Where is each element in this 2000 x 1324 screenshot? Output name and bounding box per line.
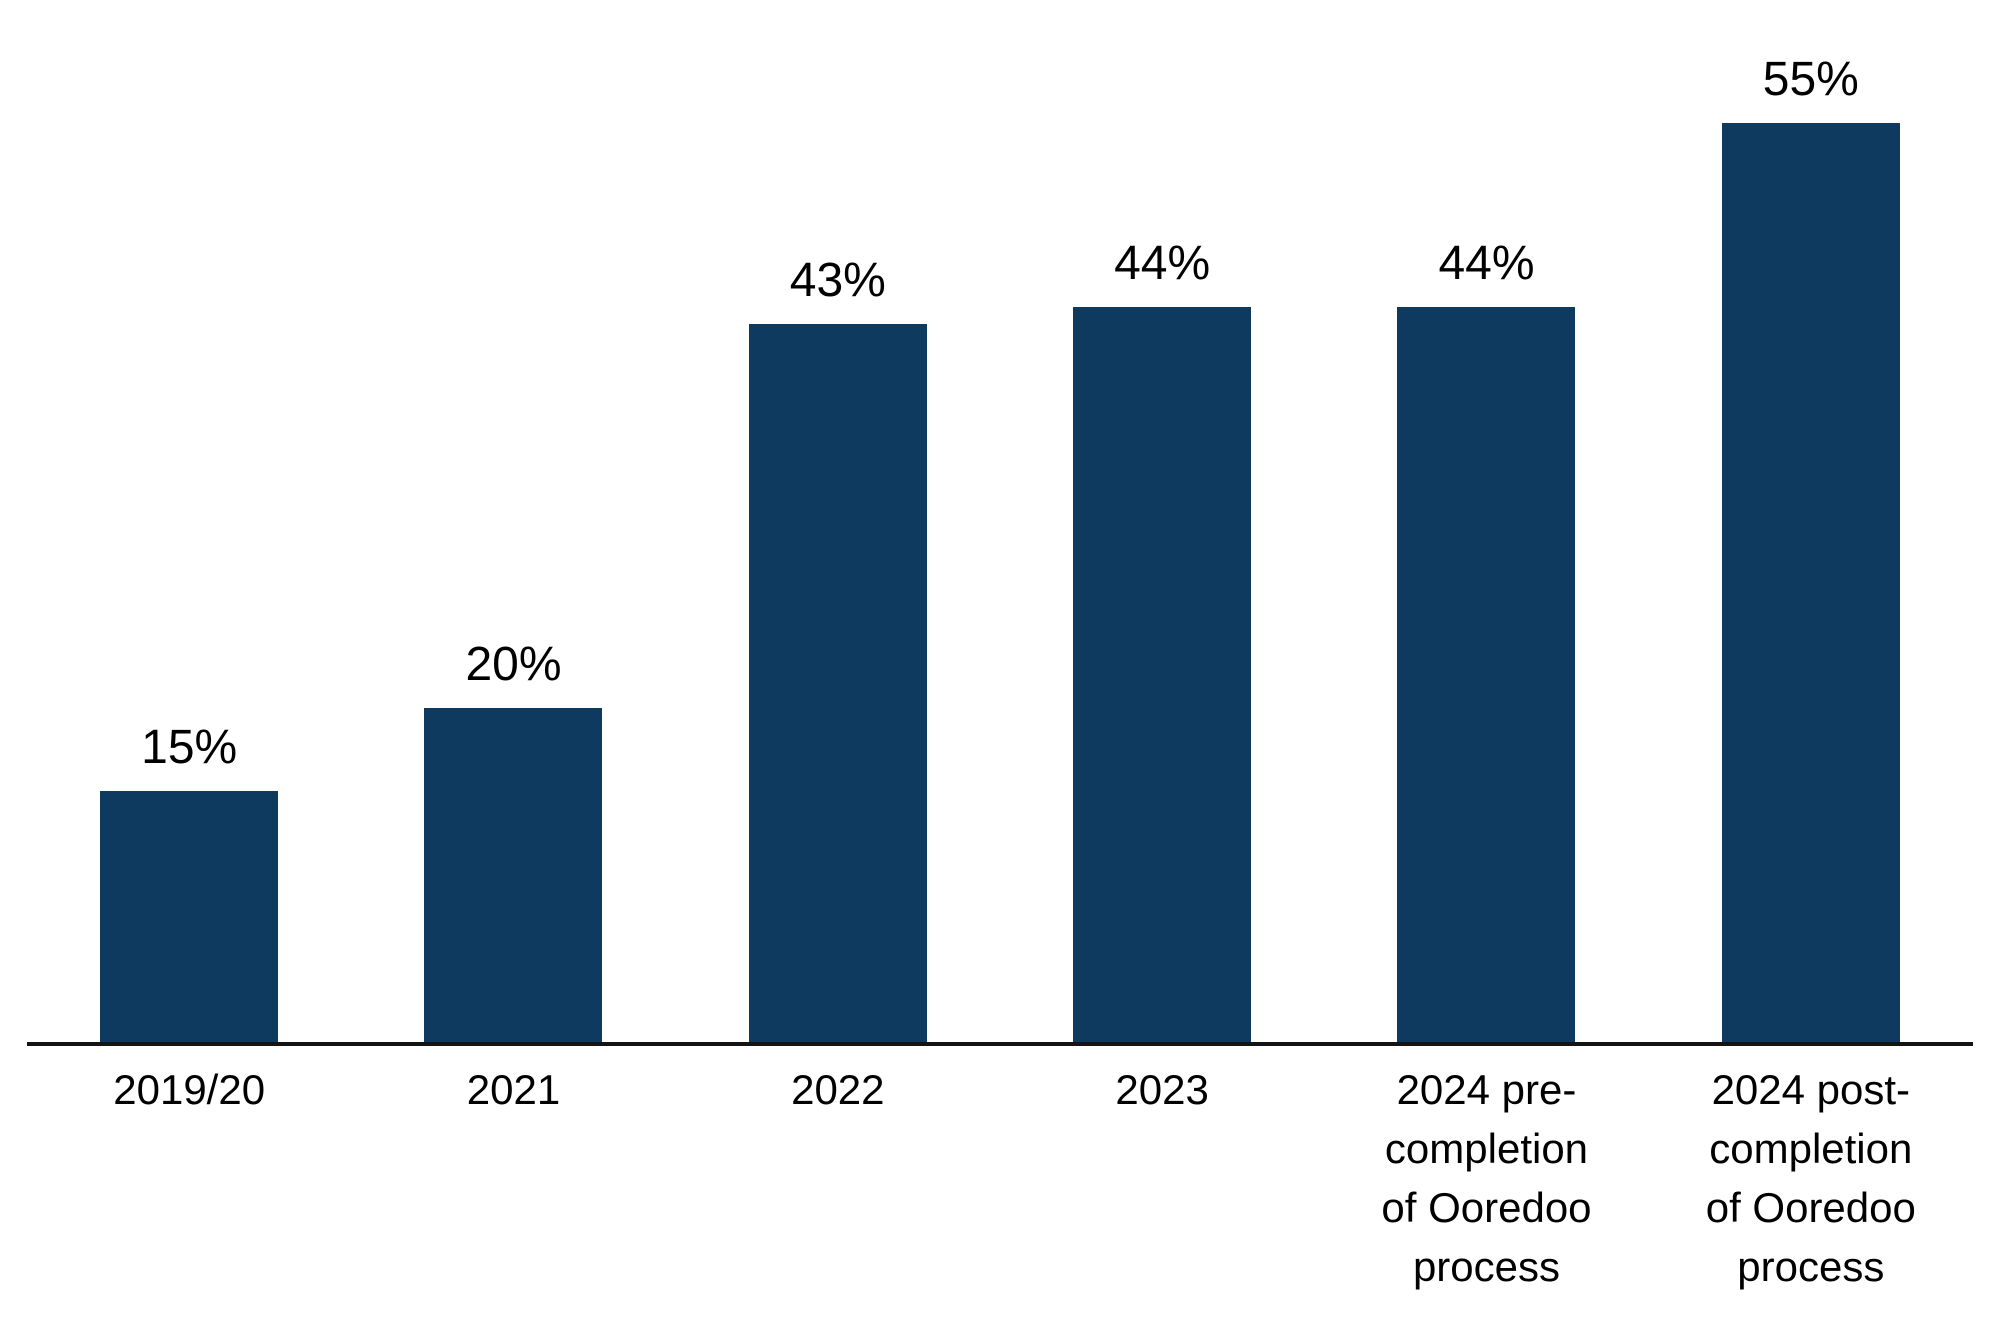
x-axis-category-label-line: 2022 bbox=[791, 1066, 885, 1113]
x-axis-category-label-line: process bbox=[1737, 1243, 1885, 1290]
x-axis-category-label-line: completion bbox=[1384, 1125, 1589, 1172]
x-axis-category-label: 2024 post-completion of Ooredoo process bbox=[1649, 1060, 1973, 1296]
x-axis-category-label-line: 2024 pre- bbox=[1396, 1066, 1577, 1113]
bar bbox=[1073, 307, 1252, 1042]
x-axis-category-label: 2024 pre-completion of Ooredoo process bbox=[1324, 1060, 1648, 1296]
x-axis-category-label-line: 2024 post- bbox=[1711, 1066, 1911, 1113]
x-axis-labels: 2019/20 2021 2022 2023 2024 pre-completion of… bbox=[27, 1046, 1973, 1296]
x-axis-category-label: 2021 bbox=[351, 1060, 675, 1296]
x-axis-category-label: 2023 bbox=[1000, 1060, 1324, 1296]
plot-area: 15% 20% 43% 44% 44% 55% bbox=[27, 40, 1973, 1042]
bar-slot: 43% bbox=[676, 40, 1000, 1042]
bar-slot: 15% bbox=[27, 40, 351, 1042]
bar-slot: 44% bbox=[1000, 40, 1324, 1042]
x-axis-category-label-line: of Ooredoo bbox=[1705, 1184, 1916, 1231]
bar-value-label: 43% bbox=[789, 254, 886, 307]
bar-value-label: 44% bbox=[1438, 237, 1535, 290]
x-axis-line bbox=[27, 1042, 1973, 1046]
x-axis-category-label-line: of Ooredoo bbox=[1381, 1184, 1592, 1231]
x-axis-category-label: 2019/20 bbox=[27, 1060, 351, 1296]
bar-slot: 55% bbox=[1649, 40, 1973, 1042]
bar bbox=[100, 791, 279, 1042]
x-axis-category-label: 2022 bbox=[676, 1060, 1000, 1296]
bar bbox=[1721, 123, 1900, 1042]
bar-value-label: 15% bbox=[141, 721, 238, 774]
x-axis-category-label-line: 2019/20 bbox=[113, 1066, 266, 1113]
bar-value-label: 55% bbox=[1762, 53, 1859, 106]
bar bbox=[748, 324, 927, 1042]
x-axis-category-label-line: 2023 bbox=[1115, 1066, 1209, 1113]
bar-value-label: 44% bbox=[1114, 237, 1211, 290]
bar bbox=[1397, 307, 1576, 1042]
x-axis-category-label-line: process bbox=[1412, 1243, 1560, 1290]
bar-slot: 44% bbox=[1324, 40, 1648, 1042]
bar-value-label: 20% bbox=[465, 638, 562, 691]
x-axis-category-label-line: 2021 bbox=[466, 1066, 561, 1113]
bar bbox=[424, 708, 603, 1042]
x-axis-category-label-line: completion bbox=[1709, 1125, 1913, 1172]
bar-slot: 20% bbox=[351, 40, 675, 1042]
